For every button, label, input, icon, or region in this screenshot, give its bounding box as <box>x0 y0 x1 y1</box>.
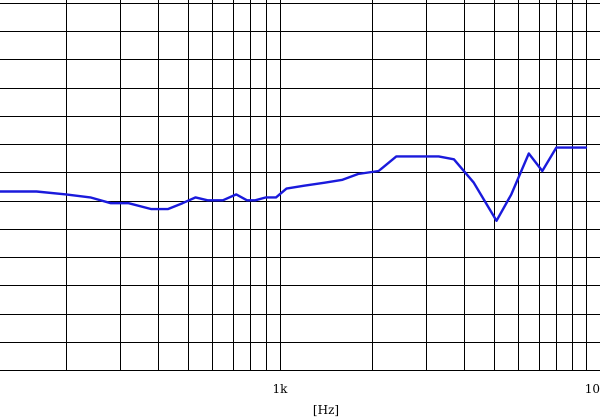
tick-labels: 1k 10 <box>273 382 600 396</box>
chart-grid <box>0 0 600 371</box>
x-tick-label: 10 <box>585 382 600 396</box>
x-tick-label: 1k <box>273 382 289 396</box>
response-curve-line <box>0 146 588 223</box>
x-axis-unit-label: [Hz] <box>313 403 339 417</box>
series-group <box>0 146 588 223</box>
